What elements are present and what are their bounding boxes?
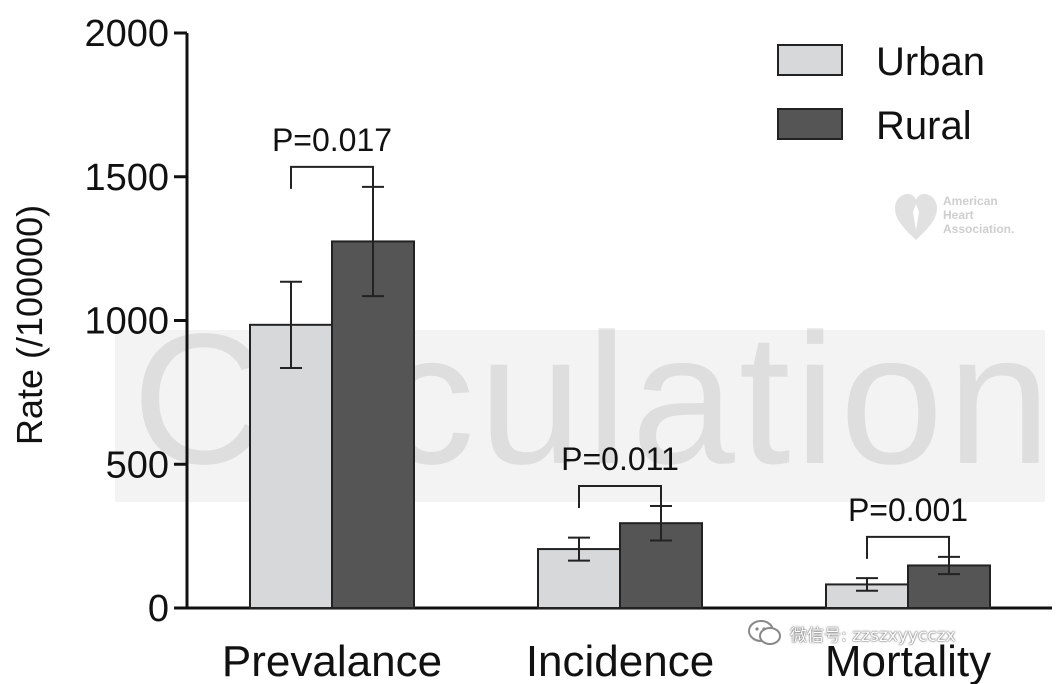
y-tick-label: 1000 [84, 301, 169, 343]
x-tick-label: Incidence [526, 637, 714, 684]
legend-swatch-urban [777, 44, 843, 76]
significance-bracket [578, 484, 662, 508]
y-tick-label: 500 [106, 444, 169, 486]
significance-brackets: P=0.017 P=0.011 P=0.001 [272, 122, 968, 559]
p-value-label: P=0.001 [848, 492, 968, 528]
x-tick-labels: Prevalance Incidence Mortality [222, 637, 991, 684]
y-tick-label: 2000 [84, 13, 169, 55]
significance-bracket [866, 535, 950, 559]
wechat-icon [748, 620, 781, 645]
p-value-label: P=0.017 [272, 122, 392, 158]
legend-label-urban: Urban [876, 40, 985, 84]
wechat-watermark: 微信号: zzszxyycczx [748, 618, 956, 648]
error-bars [280, 185, 960, 592]
significance-bracket [290, 165, 374, 189]
legend: Urban Rural [777, 40, 985, 148]
x-tick-label: Mortality [825, 637, 991, 684]
wechat-id: 微信号: zzszxyycczx [790, 625, 956, 646]
y-tick-label: 1500 [84, 157, 169, 199]
bars [249, 240, 991, 610]
legend-label-rural: Rural [876, 104, 972, 148]
y-axis-label: Rate (/100000) [9, 205, 50, 445]
bar-rural [331, 240, 415, 609]
legend-swatch-rural [777, 108, 843, 140]
p-value-label: P=0.011 [561, 441, 679, 477]
x-tick-label: Prevalance [222, 637, 442, 684]
y-tick-label: 0 [148, 588, 169, 630]
